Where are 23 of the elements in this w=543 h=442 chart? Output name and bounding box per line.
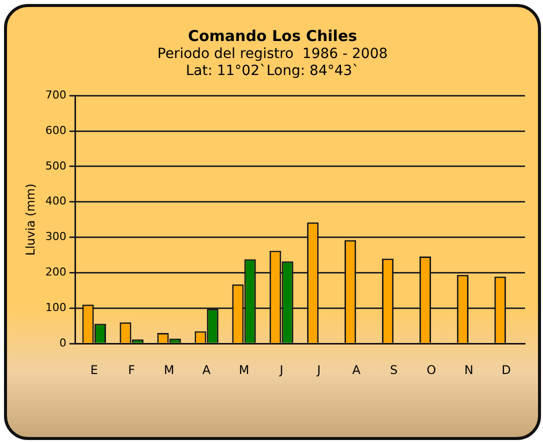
chart-subtitle: Periodo del registro 1986 - 2008 Lat: 11°02`Long: 84°43`	[157, 46, 388, 79]
x-tick-label: A	[202, 362, 212, 377]
y-tick-label: 400	[45, 194, 66, 208]
y-axis-title: Lluvia (mm)	[23, 184, 38, 256]
chart-title: Comando Los Chiles	[188, 26, 358, 45]
y-tick-label: 300	[45, 230, 66, 244]
y-tick-label: 0	[59, 336, 66, 350]
y-tick-label: 600	[45, 124, 66, 137]
x-tick-label: F	[128, 362, 136, 377]
y-tick-label: 500	[45, 159, 66, 172]
x-tick-label: M	[238, 362, 250, 377]
y-tick-label: 700	[45, 88, 66, 102]
x-tick-label: M	[164, 362, 174, 377]
x-tick-label: N	[464, 362, 474, 377]
x-tick-label: D	[502, 362, 511, 377]
x-tick-label: J	[316, 362, 321, 377]
x-tick-label: A	[352, 362, 362, 377]
x-tick-label: J	[278, 362, 284, 377]
x-tick-label: S	[390, 362, 398, 377]
x-tick-label: O	[426, 362, 436, 377]
y-tick-label: 100	[45, 301, 66, 314]
x-tick-label: E	[90, 362, 98, 377]
y-tick-label: 200	[45, 266, 66, 279]
